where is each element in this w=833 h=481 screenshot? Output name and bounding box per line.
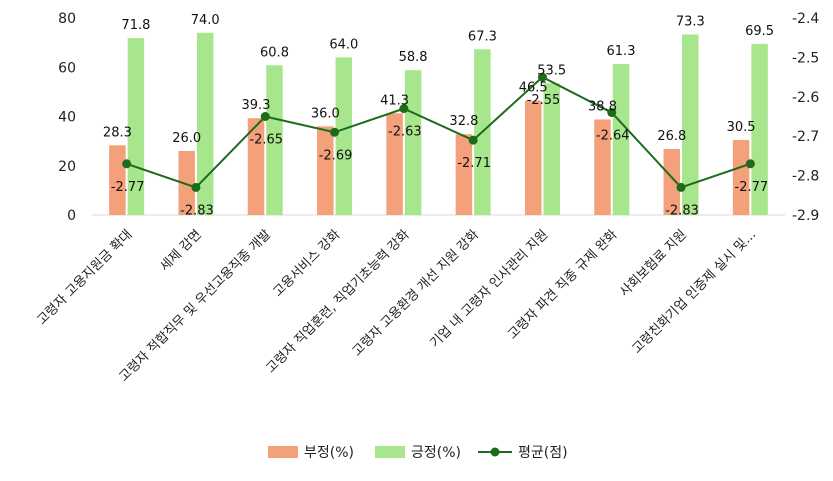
label-average: -2.64 xyxy=(596,129,630,144)
label-negative: 36.0 xyxy=(311,106,340,121)
legend-label-average: 평균(점) xyxy=(518,445,568,461)
bar-positive xyxy=(266,65,283,215)
legend-swatch-negative xyxy=(268,446,298,458)
legend-label-negative: 부정(%) xyxy=(304,445,354,461)
label-average: -2.77 xyxy=(111,180,145,195)
x-tick-label: 고령자 적합직무 및 우선고용직종 개발 xyxy=(116,227,274,385)
average-point xyxy=(330,127,340,137)
label-positive: 60.8 xyxy=(260,45,289,60)
x-tick-label: 기업 내 고령자 인사관리 지원 xyxy=(427,227,551,351)
bar-negative xyxy=(524,100,542,215)
right-y-tick-label: -2.9 xyxy=(792,208,819,224)
x-tick-label: 고령자 고용지원금 확대 xyxy=(34,227,135,328)
right-y-tick-label: -2.8 xyxy=(792,169,819,185)
average-point xyxy=(399,104,409,114)
legend: 부정(%) 긍정(%) 평균(점) xyxy=(268,445,568,461)
legend-label-positive: 긍정(%) xyxy=(411,445,461,461)
axes: 0 20 40 60 80 -2.4 -2.5 -2.6 -2.7 -2.8 -2.9 xyxy=(58,11,819,224)
bar-negative xyxy=(386,113,403,215)
right-y-tick-label: -2.5 xyxy=(792,50,819,66)
left-y-tick-label: 40 xyxy=(58,110,76,126)
bar-positive xyxy=(682,34,699,215)
label-negative: 26.0 xyxy=(172,131,201,146)
bar-negative xyxy=(663,149,681,215)
bar-positive xyxy=(543,83,560,215)
average-point xyxy=(122,159,132,169)
label-average: -2.55 xyxy=(527,93,561,108)
label-negative: 38.8 xyxy=(588,99,617,114)
bar-negative xyxy=(178,150,195,215)
average-point xyxy=(745,159,755,169)
legend-marker-average xyxy=(490,447,500,457)
label-average: -2.71 xyxy=(457,156,491,171)
label-negative: 32.8 xyxy=(449,114,478,129)
bar-positive xyxy=(196,32,214,216)
right-y-tick-label: -2.6 xyxy=(792,90,819,106)
label-positive: 71.8 xyxy=(121,18,150,33)
label-positive: 61.3 xyxy=(607,44,636,59)
label-negative: 39.3 xyxy=(242,98,271,113)
average-point xyxy=(607,108,617,118)
bar-positive xyxy=(404,70,422,215)
data-labels: 28.3 71.8 26.0 74.0 39.3 60.8 36.0 64.0 41.3 58.8… xyxy=(103,13,774,219)
label-average: -2.77 xyxy=(735,180,769,195)
x-tick-label: 고용서비스 강화 xyxy=(271,227,344,300)
x-tick-label: 고령자 고용환경 개선 지원 강화 xyxy=(350,227,482,359)
bar-positive xyxy=(751,43,768,216)
right-y-tick-label: -2.4 xyxy=(792,11,819,27)
label-positive: 53.5 xyxy=(537,63,566,78)
left-y-tick-label: 80 xyxy=(58,11,76,27)
left-y-tick-label: 20 xyxy=(58,159,76,175)
label-positive: 74.0 xyxy=(191,13,220,28)
x-tick-label: 고령자 직업훈련, 직업기초능력 강화 xyxy=(264,227,413,376)
label-average: -2.83 xyxy=(180,203,214,218)
label-positive: 64.0 xyxy=(329,37,358,52)
average-point xyxy=(191,182,201,192)
average-point xyxy=(468,135,478,145)
label-negative: 30.5 xyxy=(727,120,756,135)
bar-positive xyxy=(335,57,353,216)
label-negative: 28.3 xyxy=(103,125,132,140)
average-point xyxy=(260,112,270,121)
label-average: -2.83 xyxy=(665,203,699,218)
label-negative: 41.3 xyxy=(380,93,409,108)
label-negative: 26.8 xyxy=(657,129,686,144)
bar-negative xyxy=(109,145,126,215)
label-positive: 58.8 xyxy=(399,50,428,65)
average-point xyxy=(537,72,547,82)
label-positive: 69.5 xyxy=(745,24,774,39)
bar-negative xyxy=(455,134,473,215)
bar-negative xyxy=(732,139,750,215)
average-line xyxy=(122,72,755,192)
bar-positive xyxy=(127,38,145,215)
bar-negative xyxy=(594,119,611,215)
legend-swatch-positive xyxy=(375,446,405,458)
label-average: -2.65 xyxy=(249,133,283,148)
x-tick-label: 고령친화기업 인증제 실시 및... xyxy=(630,227,760,357)
label-positive: 73.3 xyxy=(676,14,705,29)
bar-negative xyxy=(317,126,334,215)
left-y-tick-label: 0 xyxy=(67,208,76,224)
bar-negative xyxy=(247,118,265,215)
average-line-path xyxy=(126,75,751,189)
label-negative: 46.5 xyxy=(519,80,548,95)
label-average: -2.69 xyxy=(319,148,353,163)
bars xyxy=(109,32,768,216)
right-y-tick-label: -2.7 xyxy=(792,129,819,145)
x-tick-label: 세제 감면 xyxy=(157,227,204,274)
bar-positive xyxy=(612,64,630,215)
average-point xyxy=(676,182,686,192)
x-tick-label: 사회보험료 지원 xyxy=(617,227,690,300)
left-y-tick-label: 60 xyxy=(58,60,76,76)
label-average: -2.63 xyxy=(388,125,422,140)
label-positive: 67.3 xyxy=(468,29,497,44)
